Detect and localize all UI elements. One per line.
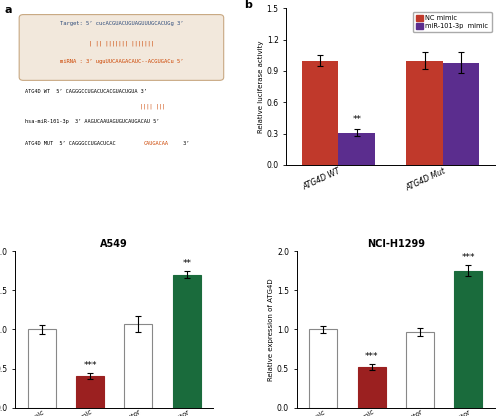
Bar [338,133,375,165]
Bar [406,60,443,165]
Text: | || ||||||| |||||||: | || ||||||| ||||||| [89,40,154,45]
Text: hsa-miR-101-3p  3’ AAGUCAAUAGUGUCAUGACAU 5’: hsa-miR-101-3p 3’ AAGUCAAUAGUGUCAUGACAU … [26,119,160,124]
Bar [358,367,386,408]
Title: A549: A549 [100,239,128,249]
Text: b: b [244,0,252,10]
Text: ***: *** [365,352,378,361]
Bar [28,329,56,408]
Bar [454,271,482,408]
FancyBboxPatch shape [19,15,224,80]
Bar [124,324,152,408]
Bar [406,332,434,408]
Text: a: a [4,5,12,15]
Text: Target: 5’ cucACGUACUGUAGUUUGCACUGg 3’: Target: 5’ cucACGUACUGUAGUUUGCACUGg 3’ [60,22,183,27]
Bar [76,376,104,408]
Text: **: ** [182,258,191,267]
Legend: NC mimic, miR-101-3p  mimic: NC mimic, miR-101-3p mimic [412,12,492,32]
Text: ATG4D WT  5’ CAGGGCCUGACUCACGUACUGUA 3’: ATG4D WT 5’ CAGGGCCUGACUCACGUACUGUA 3’ [26,89,148,94]
Title: NCI-H1299: NCI-H1299 [367,239,425,249]
Text: ***: *** [462,253,475,262]
Y-axis label: Relative expression of ATG4D: Relative expression of ATG4D [268,278,274,381]
Bar [172,275,201,408]
Text: ***: *** [83,361,96,370]
Text: miRNA : 3’ uguUUCAAGACAUC--ACGUGACu 5’: miRNA : 3’ uguUUCAAGACAUC--ACGUGACu 5’ [60,59,183,64]
Text: |||| |||: |||| ||| [140,104,165,109]
Text: ATG4D MUT  5’ CAGGGCCUGACUCAC: ATG4D MUT 5’ CAGGGCCUGACUCAC [26,141,116,146]
Text: 3’: 3’ [180,141,189,146]
Text: **: ** [352,115,361,124]
Y-axis label: Relative luciferase activity: Relative luciferase activity [258,40,264,133]
Bar [309,329,338,408]
Bar [443,63,480,165]
Text: CAUGACAA: CAUGACAA [143,141,168,146]
Bar [302,60,339,165]
